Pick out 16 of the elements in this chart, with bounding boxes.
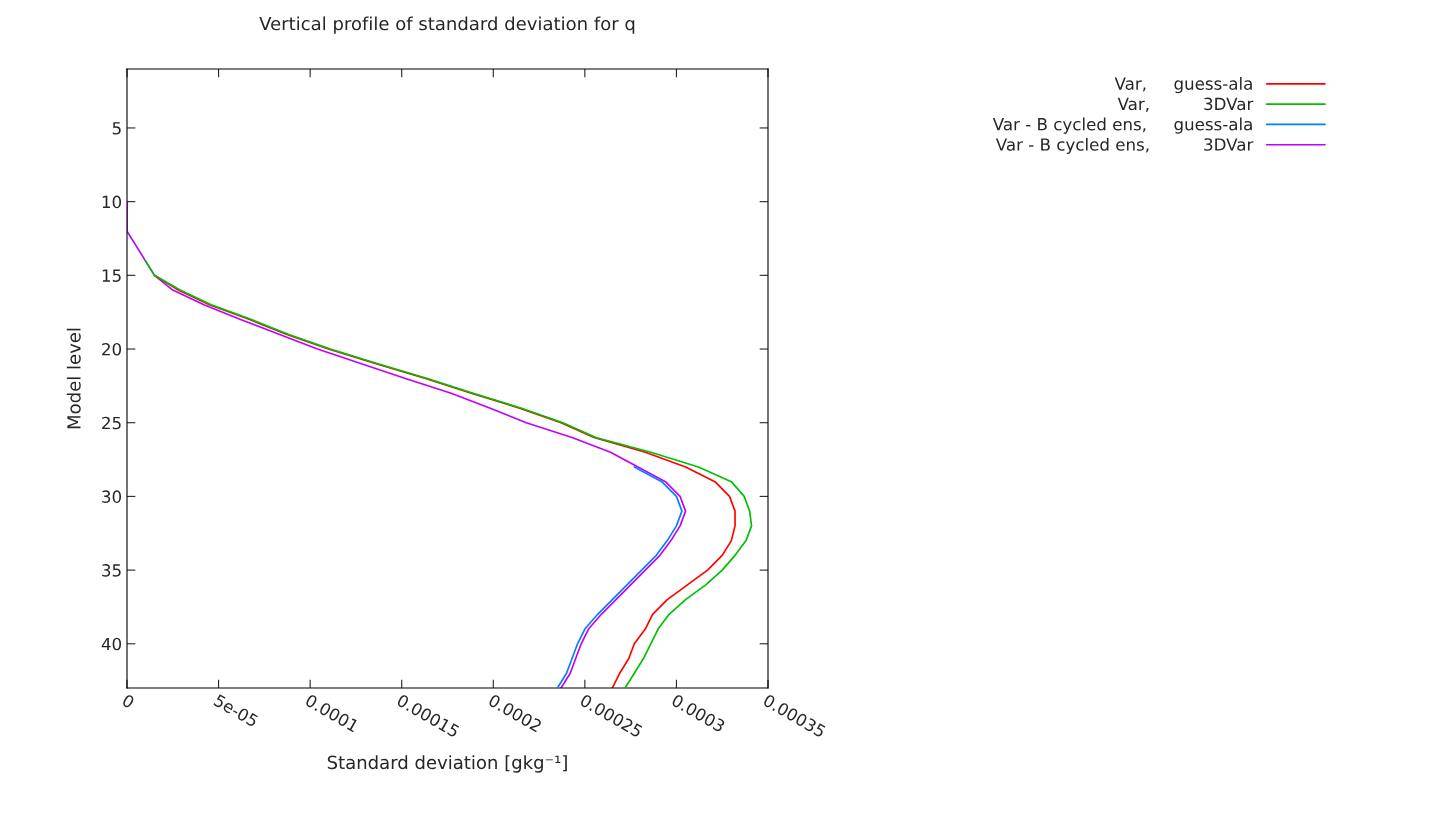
x-tick-label: 0 [121, 693, 136, 709]
y-tick-label: 15 [102, 269, 121, 282]
y-tick-label: 30 [102, 490, 122, 503]
y-tick-label: 5 [112, 122, 121, 135]
legend-label: Var, 3DVar [1117, 97, 1254, 112]
y-tick-label: 35 [102, 564, 121, 577]
chart-title: Vertical profile of standard deviation for q [259, 16, 635, 34]
y-axis-title: Model level [66, 328, 81, 429]
y-tick-label: 25 [102, 416, 121, 430]
legend-label: Var - B cycled ens, guess-ala [992, 117, 1252, 134]
y-tick-label: 20 [102, 342, 122, 356]
y-tick-label: 40 [101, 637, 122, 651]
y-tick-label: 10 [102, 195, 122, 209]
legend-label: Var - B cycled ens, 3DVar [995, 137, 1254, 155]
legend-label: Var, guess-ala [1114, 77, 1252, 94]
x-axis-title: Standard deviation [gkg⁻¹] [327, 755, 567, 773]
